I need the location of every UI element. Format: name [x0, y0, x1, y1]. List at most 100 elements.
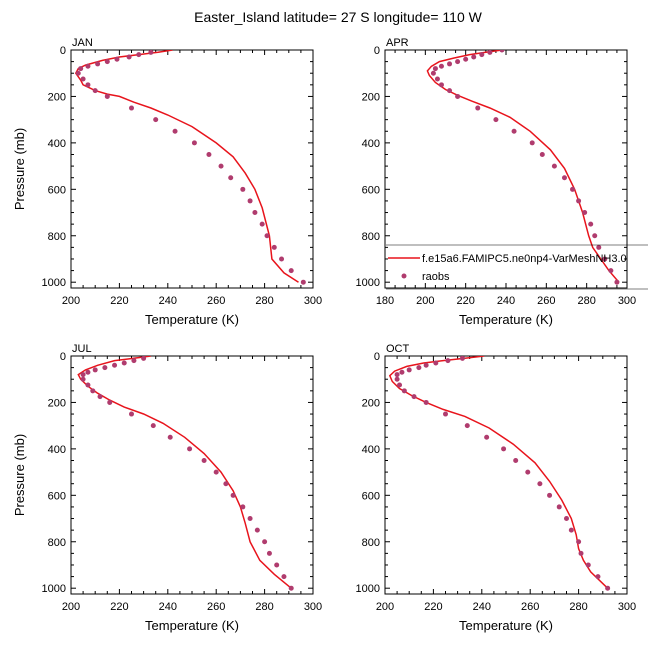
raobs-point — [539, 151, 545, 157]
model-line-jul — [77, 356, 292, 589]
raobs-point — [406, 367, 412, 373]
raobs-point — [259, 221, 265, 227]
y-tick-label: 400 — [362, 444, 380, 456]
raobs-point — [213, 469, 219, 475]
x-tick-label: 260 — [537, 295, 555, 307]
raobs-point — [401, 388, 407, 394]
panel-frame-oct — [384, 355, 628, 595]
panel-oct: OCT 200 220 240 260 280 300 0 200 400 600 800 1000 Te… — [356, 343, 637, 633]
raobs-point — [411, 394, 417, 400]
raobs-point — [484, 434, 490, 440]
panel-frame-jul — [70, 355, 314, 595]
raobs-point — [578, 550, 584, 556]
raobs-point — [582, 210, 588, 216]
raobs-point — [596, 244, 602, 250]
raobs-point — [131, 358, 137, 364]
raobs-point — [191, 140, 197, 146]
x-tick-label: 280 — [569, 601, 587, 613]
raobs-point — [537, 481, 543, 487]
raobs-point — [148, 50, 154, 55]
raobs-point — [247, 516, 253, 522]
x-axis-title: Temperature (K) — [145, 312, 239, 327]
y-tick-label: 1000 — [42, 583, 66, 595]
raobs-point — [75, 70, 81, 76]
raobs-point — [92, 367, 98, 373]
x-tick-label: 300 — [304, 601, 322, 613]
raobs-point — [206, 151, 212, 157]
x-tick-label: 260 — [521, 601, 539, 613]
raobs-point — [114, 56, 120, 62]
y-tick-label: 200 — [362, 397, 380, 409]
y-axis-title: Pressure (mb) — [12, 434, 27, 516]
x-axis-title: Temperature (K) — [459, 312, 553, 327]
raobs-point — [433, 360, 439, 366]
raobs-point — [493, 117, 499, 123]
panel-label-jan: JAN — [72, 37, 93, 49]
raobs-point — [455, 59, 461, 65]
x-tick-label: 220 — [456, 295, 474, 307]
raobs-point — [300, 279, 306, 285]
model-line-apr — [426, 50, 620, 283]
raobs-point — [85, 82, 91, 88]
raobs-point — [271, 244, 277, 250]
y-axis-title: Pressure (mb) — [12, 128, 27, 210]
raobs-point — [279, 256, 285, 262]
model-line-jan — [74, 50, 299, 283]
y-tick-label: 600 — [362, 490, 380, 502]
raobs-point — [252, 210, 258, 216]
x-tick-label: 300 — [618, 601, 636, 613]
y-tick-label: 400 — [48, 444, 66, 456]
panel-frame-jan — [70, 49, 314, 289]
raobs-point — [288, 268, 294, 274]
raobs-point — [463, 56, 469, 62]
x-tick-label: 200 — [62, 295, 80, 307]
raobs-point — [397, 382, 403, 388]
y-tick-label: 200 — [362, 91, 380, 103]
raobs-point — [443, 411, 448, 417]
panels: JAN 200 220 240 260 280 300 0 200 400 600 800 1000 Te… — [12, 37, 636, 633]
x-tick-label: 280 — [255, 601, 273, 613]
raobs-point — [90, 388, 96, 394]
raobs-point — [281, 574, 287, 580]
raobs-point — [223, 481, 229, 487]
x-tick-label: 240 — [497, 295, 515, 307]
raobs-point — [423, 399, 429, 405]
raobs-point — [529, 140, 535, 146]
x-tick-label: 240 — [473, 601, 491, 613]
y-tick-label: 0 — [60, 351, 66, 363]
x-tick-label: 220 — [110, 295, 128, 307]
x-tick-label: 220 — [424, 601, 442, 613]
raobs-point — [78, 66, 84, 72]
raobs-point — [129, 105, 134, 111]
y-tick-label: 800 — [362, 537, 380, 549]
raobs-point — [556, 504, 562, 510]
raobs-point — [201, 457, 207, 463]
raobs-point — [551, 163, 557, 169]
raobs-point — [576, 539, 582, 545]
y-tick-label: 600 — [362, 184, 380, 196]
y-tick-label: 0 — [374, 45, 380, 57]
raobs-point — [230, 492, 236, 498]
y-tick-label: 600 — [48, 490, 66, 502]
model-line-oct — [388, 356, 609, 589]
x-tick-label: 260 — [207, 601, 225, 613]
y-tick-label: 600 — [48, 184, 66, 196]
raobs-point — [102, 365, 108, 371]
y-tick-label: 400 — [362, 138, 380, 150]
raobs-point — [240, 504, 246, 510]
y-tick-label: 1000 — [356, 583, 380, 595]
raobs-point — [394, 372, 400, 378]
panel-label-apr: APR — [386, 37, 409, 49]
raobs-point — [112, 362, 118, 368]
x-tick-label: 220 — [110, 601, 128, 613]
raobs-point — [513, 457, 519, 463]
raobs-point — [394, 376, 400, 382]
raobs-point — [614, 279, 620, 285]
raobs-point — [455, 93, 461, 99]
y-tick-label: 1000 — [42, 277, 66, 289]
raobs-point — [107, 399, 113, 405]
raobs-point — [85, 369, 91, 375]
raobs-point — [525, 469, 531, 475]
raobs-point — [430, 70, 436, 76]
y-tick-label: 0 — [374, 351, 380, 363]
